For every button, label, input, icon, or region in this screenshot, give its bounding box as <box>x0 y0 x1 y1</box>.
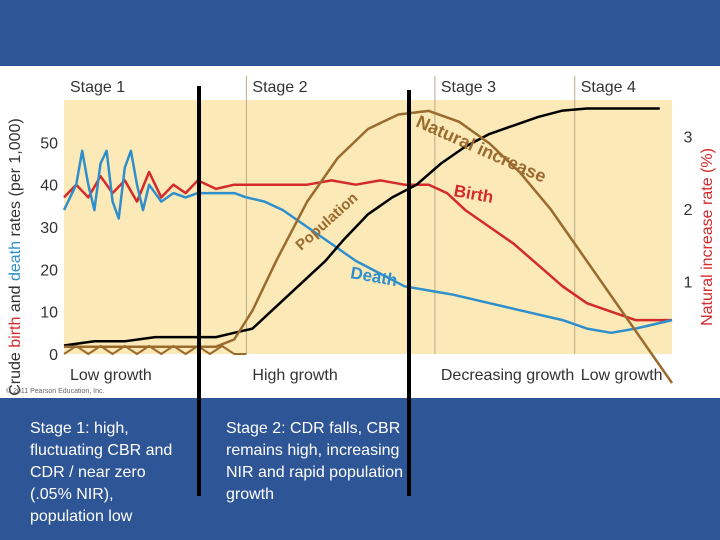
y-axis-label-segment: Crude <box>7 348 24 396</box>
ytick-left-50: 50 <box>40 135 58 152</box>
ytick-left-30: 30 <box>40 220 58 237</box>
y-axis-label-right: Natural increase rate (%) <box>699 148 716 326</box>
copyright-note: © 2011 Pearson Education, Inc. <box>6 387 104 395</box>
ytick-left-0: 0 <box>49 347 58 364</box>
series-line-death <box>62 149 673 335</box>
y-axis-label-left: Crude birth and death rates (per 1,000) <box>7 118 24 396</box>
stage-divider-bar-right <box>407 90 411 496</box>
y-axis-label-segment: death <box>7 241 24 281</box>
growth-label-2: High growth <box>252 367 337 384</box>
series-line-natural-increase <box>64 109 674 384</box>
stage-label-1: Stage 1 <box>70 79 125 96</box>
y-axis-label-segment: birth <box>7 317 24 348</box>
ytick-left-40: 40 <box>40 178 58 195</box>
stage-label-3: Stage 3 <box>441 79 496 96</box>
stage-label-4: Stage 4 <box>581 79 636 96</box>
ytick-left-20: 20 <box>40 262 58 279</box>
stage1-caption: Stage 1: high, fluctuating CBR and CDR /… <box>30 420 173 525</box>
ytick-right-3: 3 <box>684 129 693 146</box>
stage-label-2: Stage 2 <box>252 79 307 96</box>
y-axis-label-segment: and <box>7 281 24 317</box>
plot-background <box>64 100 672 354</box>
series-line-population <box>63 107 660 347</box>
growth-label-4: Low growth <box>581 367 663 384</box>
ytick-right-1: 1 <box>684 274 693 291</box>
stage2-caption: Stage 2: CDR falls, CBR remains high, in… <box>226 420 404 503</box>
ytick-left-10: 10 <box>40 305 58 322</box>
growth-label-1: Low growth <box>70 367 152 384</box>
chart-svg: Stage 1 Stage 2 Stage 3 Stage 4 Low growth Hi… <box>6 76 716 396</box>
ytick-right-2: 2 <box>684 202 693 219</box>
series-line-birth <box>63 170 672 322</box>
series-line-stage1-wave <box>63 344 247 356</box>
y-axis-label-segment: rates (per 1,000) <box>7 118 24 241</box>
demographic-transition-chart: Stage 1 Stage 2 Stage 3 Stage 4 Low growth Hi… <box>0 66 720 398</box>
stage-divider-bar-left <box>197 86 201 496</box>
growth-label-3: Decreasing growth <box>441 367 574 384</box>
